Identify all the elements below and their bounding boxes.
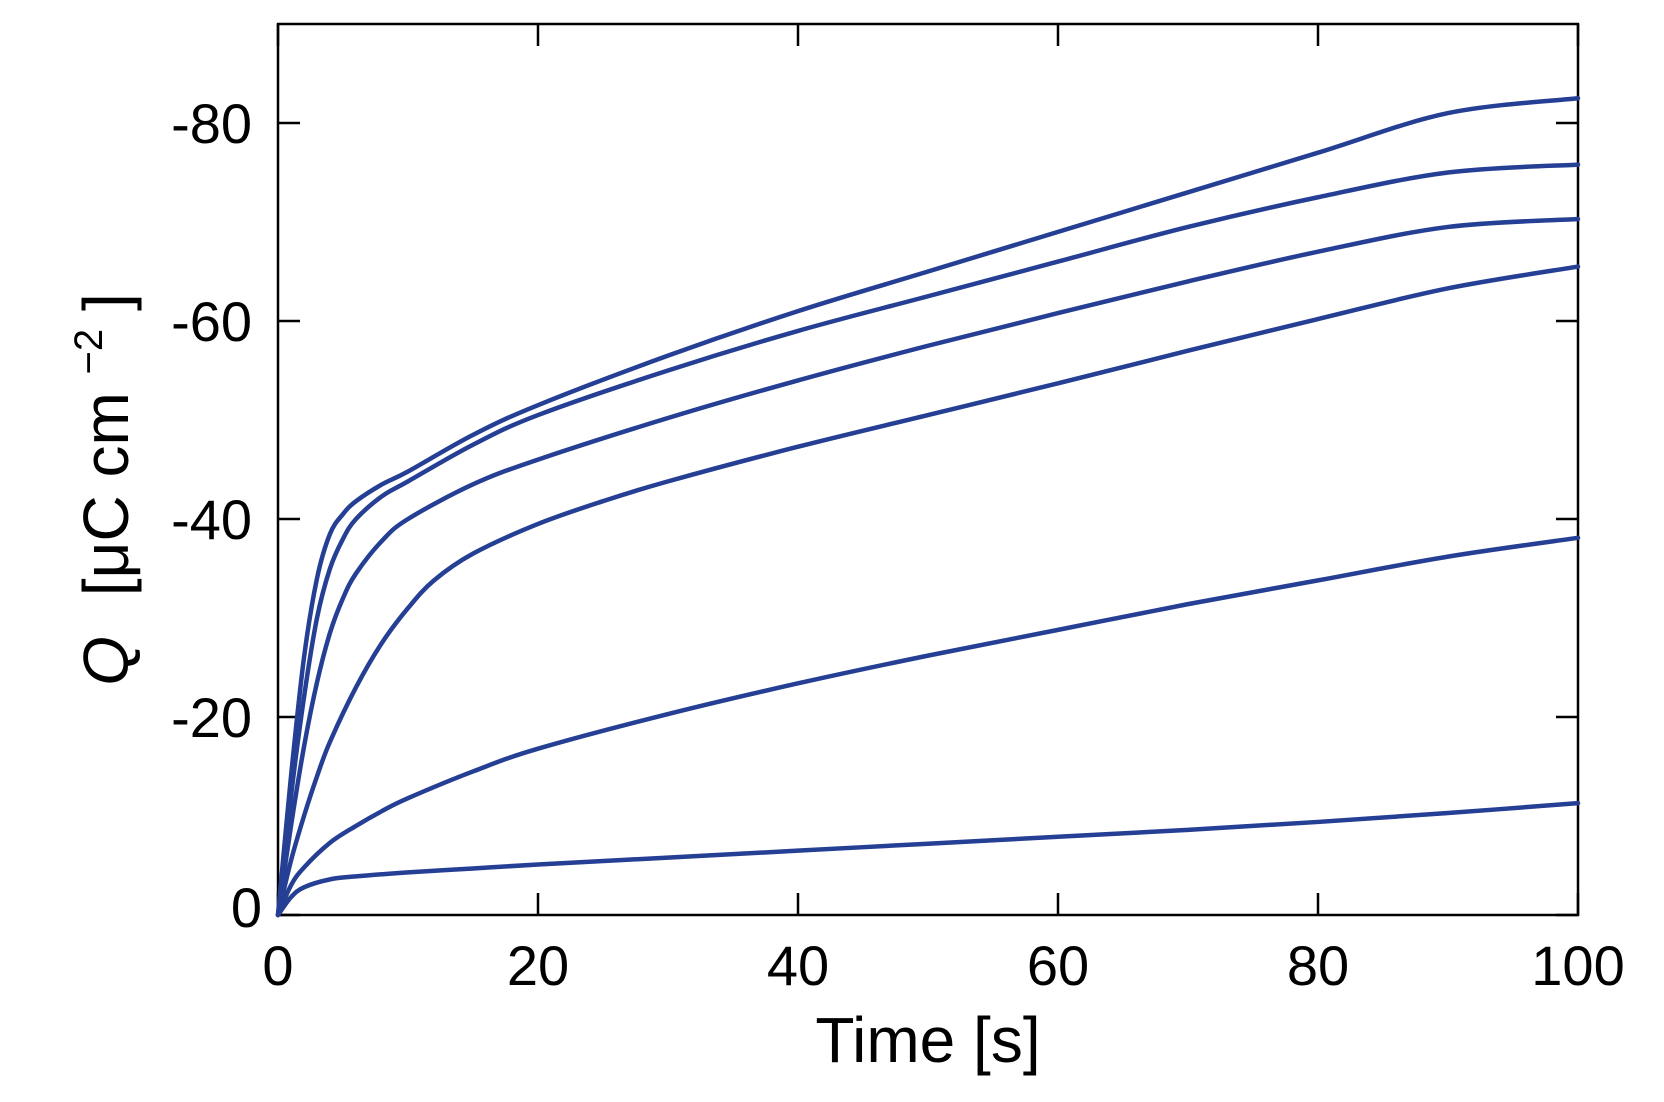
x-tick-label: 0 (262, 934, 293, 997)
series-lines (275, 96, 1581, 918)
series-line-2 (275, 162, 1581, 918)
x-axis-title: Time [s] (815, 1004, 1040, 1076)
plot-area-border (276, 22, 1580, 917)
x-tick-label: 80 (1287, 934, 1349, 997)
series-line-5 (275, 535, 1581, 918)
y-axis-unit-exponent: −2 (67, 329, 111, 375)
y-tick-label: -40 (171, 488, 252, 551)
axis-ticks (276, 24, 1580, 917)
x-tick-label: 100 (1531, 934, 1624, 997)
y-tick-label: -60 (171, 290, 252, 353)
y-axis-unit-prefix: [μC cm (70, 392, 142, 596)
y-tick-label: -80 (171, 92, 252, 155)
plot-frame (276, 22, 1580, 917)
y-axis-unit-suffix: ] (70, 293, 142, 311)
x-tick-label: 40 (767, 934, 829, 997)
y-tick-label: -20 (171, 686, 252, 749)
y-tick-label: 0 (231, 876, 262, 939)
x-tick-label: 60 (1027, 934, 1089, 997)
x-tick-labels: 0 20 40 60 80 100 (262, 934, 1624, 997)
x-tick-label: 20 (507, 934, 569, 997)
y-tick-labels: 0 -20 -40 -60 -80 (171, 92, 262, 939)
series-line-6 (275, 800, 1581, 918)
series-line-3 (275, 216, 1581, 918)
series-line-1 (275, 96, 1581, 918)
y-axis-symbol: Q (70, 636, 142, 686)
y-axis-title: Q [μC cm −2 ] (44, 293, 142, 685)
series-line-4 (275, 264, 1581, 918)
